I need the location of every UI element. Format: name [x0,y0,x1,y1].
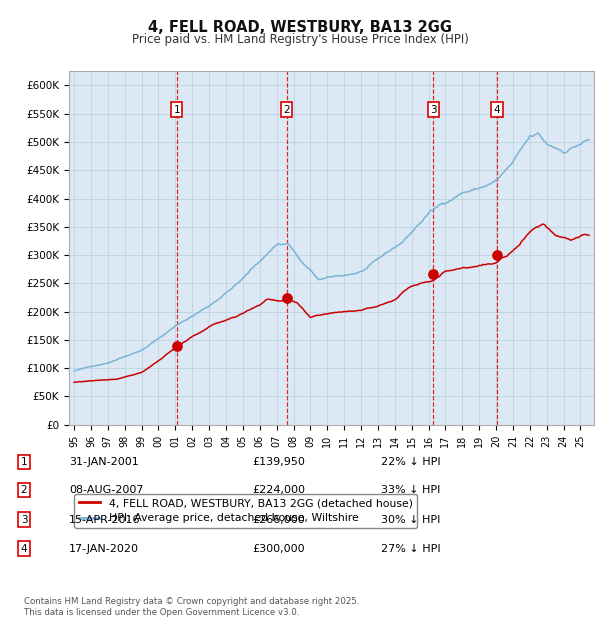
Point [492,250,502,260]
Text: 2: 2 [20,485,28,495]
Text: £139,950: £139,950 [252,457,305,467]
Text: 1: 1 [173,105,180,115]
Point [172,340,182,350]
Text: 3: 3 [430,105,437,115]
Text: £224,000: £224,000 [252,485,305,495]
Text: Price paid vs. HM Land Registry's House Price Index (HPI): Price paid vs. HM Land Registry's House … [131,33,469,46]
Text: 08-AUG-2007: 08-AUG-2007 [69,485,143,495]
Legend: 4, FELL ROAD, WESTBURY, BA13 2GG (detached house), HPI: Average price, detached : 4, FELL ROAD, WESTBURY, BA13 2GG (detach… [74,494,418,528]
Text: Contains HM Land Registry data © Crown copyright and database right 2025.
This d: Contains HM Land Registry data © Crown c… [24,598,359,617]
Text: 31-JAN-2001: 31-JAN-2001 [69,457,139,467]
Text: 33% ↓ HPI: 33% ↓ HPI [381,485,440,495]
Text: 30% ↓ HPI: 30% ↓ HPI [381,515,440,525]
Text: 22% ↓ HPI: 22% ↓ HPI [381,457,440,467]
Point [428,269,438,279]
Text: 1: 1 [20,457,28,467]
Text: £300,000: £300,000 [252,544,305,554]
Point [282,293,292,303]
Text: 3: 3 [20,515,28,525]
Text: 4, FELL ROAD, WESTBURY, BA13 2GG: 4, FELL ROAD, WESTBURY, BA13 2GG [148,20,452,35]
Text: 2: 2 [283,105,290,115]
Text: 15-APR-2016: 15-APR-2016 [69,515,140,525]
Text: 27% ↓ HPI: 27% ↓ HPI [381,544,440,554]
Text: £266,000: £266,000 [252,515,305,525]
Text: 17-JAN-2020: 17-JAN-2020 [69,544,139,554]
Text: 4: 4 [20,544,28,554]
Text: 4: 4 [494,105,500,115]
